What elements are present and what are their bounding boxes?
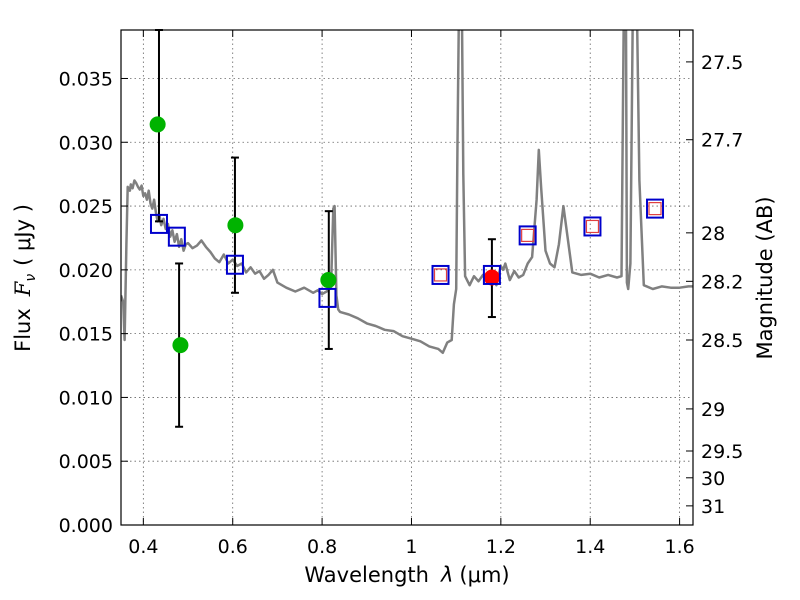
red-square (521, 228, 535, 242)
plot-frame (120, 29, 694, 526)
red-square (433, 268, 448, 282)
green-point (320, 272, 337, 289)
blue-square (431, 264, 450, 285)
x-tick-label: 1.2 (486, 536, 516, 558)
blue-square (518, 225, 537, 246)
y2-tick-label: 29 (701, 399, 725, 421)
model-spectrum-line (121, 30, 693, 355)
x-tick-label: 0.4 (128, 536, 158, 558)
green-point (227, 217, 244, 234)
blue-square (482, 264, 501, 285)
y-tick-label: 0.020 (59, 260, 113, 282)
y-tick-label: 0.025 (59, 196, 113, 218)
y2-axis-label: Magnitude (AB) (753, 196, 777, 359)
blue-square (318, 287, 337, 308)
x-tick-label: 0.6 (218, 536, 248, 558)
grid (121, 30, 693, 526)
ticks: 0.4 0.6 0.8 1 1.2 1.4 1.6 0.000 0.005 0.010 0.015 0… (59, 30, 743, 558)
y2-tick-label: 28.2 (701, 271, 743, 293)
x-tick-label: 1.6 (664, 536, 694, 558)
blue-square (225, 254, 244, 275)
y2-tick-label: 30 (701, 468, 725, 490)
y2-tick-label: 31 (701, 496, 725, 518)
plot-area (121, 30, 693, 355)
blue-square (167, 226, 186, 247)
y-axis-label: FluxFν( μJy ) (11, 204, 39, 352)
green-point (172, 337, 189, 354)
y-tick-label: 0.010 (59, 387, 113, 409)
red-square (648, 202, 662, 216)
green-point (149, 116, 166, 133)
y-tick-label: 0.000 (59, 515, 113, 537)
x-axis-label: Wavelength λ (μm) (304, 563, 509, 587)
red-point (483, 269, 500, 286)
y-tick-label: 0.015 (59, 324, 113, 346)
x-tick-label: 1.4 (575, 536, 605, 558)
y2-tick-label: 27.7 (701, 130, 743, 152)
x-tick-label: 1 (405, 536, 417, 558)
blue-square (646, 198, 665, 219)
y2-tick-label: 29.5 (701, 441, 743, 463)
red-square (585, 219, 600, 234)
markers (149, 116, 665, 354)
y2-tick-label: 27.5 (701, 52, 743, 74)
y-tick-label: 0.035 (59, 68, 113, 90)
y2-tick-label: 28.5 (701, 330, 743, 352)
error-bars (154, 29, 496, 428)
blue-square (583, 216, 602, 237)
blue-square (149, 213, 168, 234)
y-tick-label: 0.005 (59, 451, 113, 473)
y-tick-label: 0.030 (59, 132, 113, 154)
x-tick-label: 0.8 (307, 536, 337, 558)
y2-tick-label: 28 (701, 223, 725, 245)
